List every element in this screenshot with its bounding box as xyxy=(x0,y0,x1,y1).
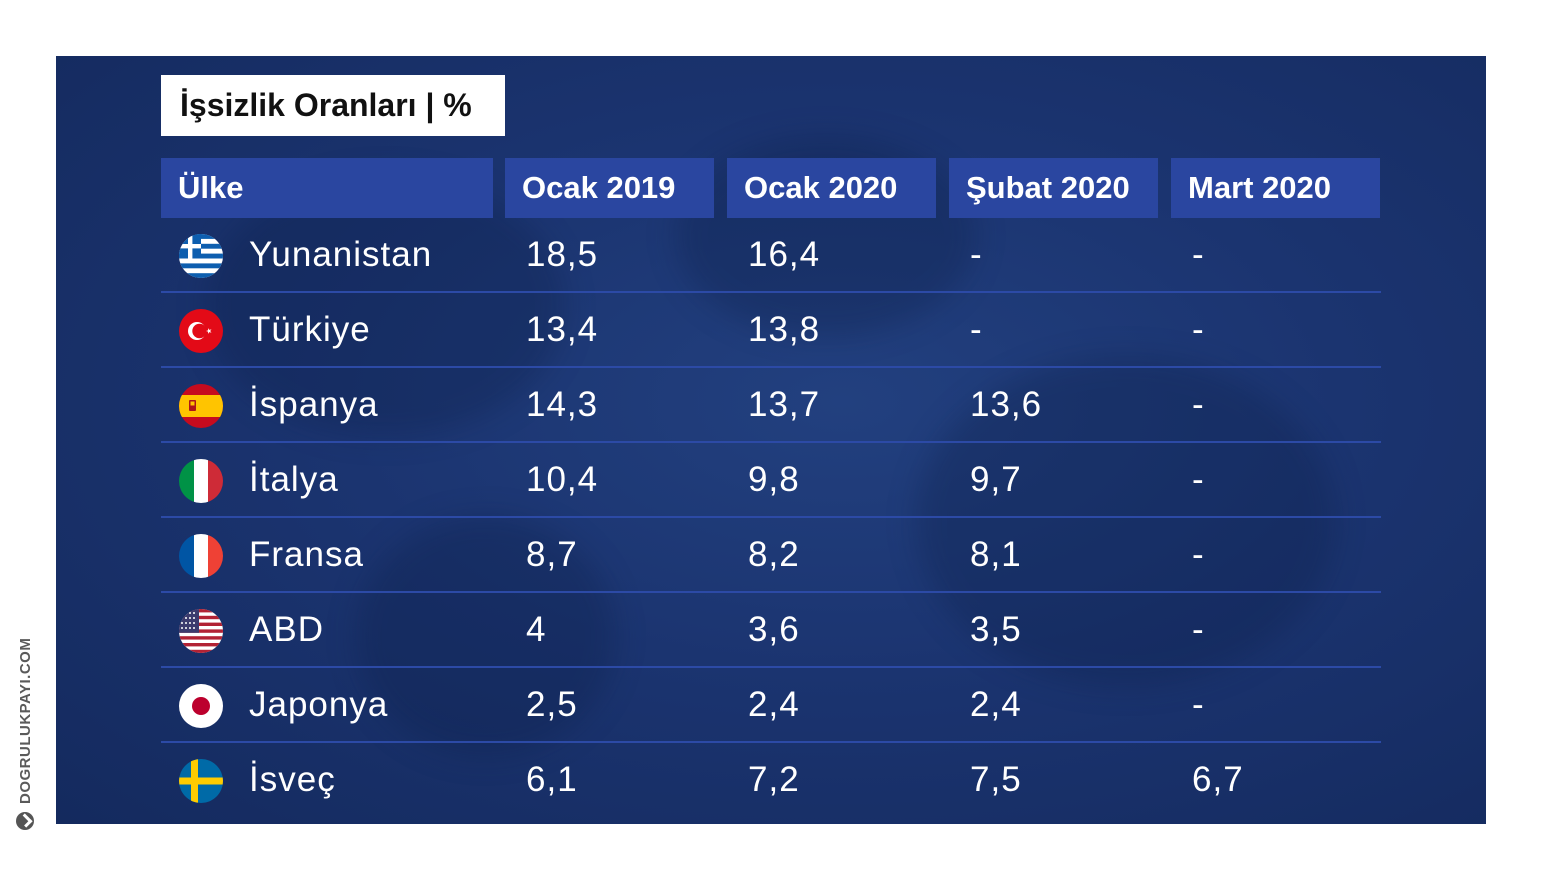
value-cell: 2,4 xyxy=(748,684,800,724)
value-cell: 4 xyxy=(526,609,547,649)
value-cell: - xyxy=(1192,534,1205,574)
column-header-subat-2020: Şubat 2020 xyxy=(949,158,1158,218)
row-divider xyxy=(161,591,1381,593)
value-cell: 8,1 xyxy=(970,534,1022,574)
source-credit: DOGRULUKPAYI.COM xyxy=(16,638,34,830)
value-cell: 6,1 xyxy=(526,759,578,799)
value-cell: 13,7 xyxy=(748,384,821,424)
world-map-background xyxy=(356,516,616,756)
value-cell: - xyxy=(970,234,983,274)
row-divider xyxy=(161,441,1381,443)
column-header-label: Ocak 2020 xyxy=(744,170,898,205)
world-map-background xyxy=(916,356,1336,686)
value-cell: - xyxy=(1192,609,1205,649)
table-panel: İşsizlik Oranları | % Ülke Ocak 2019 Oca… xyxy=(56,56,1486,824)
table-row: Türkiye 13,4 13,8 - - xyxy=(161,293,1381,368)
country-name: Türkiye xyxy=(249,309,371,349)
value-cell: 13,4 xyxy=(526,309,599,349)
table-row: İsveç 6,1 7,2 7,5 6,7 xyxy=(161,743,1381,818)
row-divider xyxy=(161,291,1381,293)
value-cell: 9,8 xyxy=(748,459,800,499)
value-cell: - xyxy=(1192,684,1205,724)
row-divider xyxy=(161,516,1381,518)
country-name: Japonya xyxy=(249,684,389,724)
checkmark-logo-icon xyxy=(16,812,34,830)
sweden-flag-icon xyxy=(179,759,223,803)
value-cell: 3,5 xyxy=(970,609,1022,649)
value-cell: - xyxy=(1192,309,1205,349)
source-credit-text: DOGRULUKPAYI.COM xyxy=(16,637,34,804)
world-map-background xyxy=(206,176,566,436)
value-cell: 13,8 xyxy=(748,309,821,349)
table-row: Fransa 8,7 8,2 8,1 - xyxy=(161,518,1381,593)
country-name: Fransa xyxy=(249,534,364,574)
chart-title-text: İşsizlik Oranları | % xyxy=(180,87,472,123)
value-cell: - xyxy=(970,309,983,349)
value-cell: 7,2 xyxy=(748,759,800,799)
value-cell: 2,5 xyxy=(526,684,578,724)
value-cell: 7,5 xyxy=(970,759,1022,799)
column-header-label: Mart 2020 xyxy=(1188,170,1332,205)
value-cell: - xyxy=(1192,459,1205,499)
column-header-label: Ülke xyxy=(178,170,244,205)
country-name: ABD xyxy=(249,609,324,649)
value-cell: 18,5 xyxy=(526,234,599,274)
value-cell: 16,4 xyxy=(748,234,821,274)
column-header-country: Ülke xyxy=(161,158,493,218)
table-row: İspanya 14,3 13,7 13,6 - xyxy=(161,368,1381,443)
row-divider xyxy=(161,666,1381,668)
value-cell: 8,7 xyxy=(526,534,578,574)
country-name: İsveç xyxy=(249,759,336,799)
value-cell: 14,3 xyxy=(526,384,599,424)
france-flag-icon xyxy=(179,534,223,578)
column-header-mart-2020: Mart 2020 xyxy=(1171,158,1380,218)
column-header-label: Ocak 2019 xyxy=(522,170,676,205)
turkey-flag-icon xyxy=(179,309,223,353)
value-cell: - xyxy=(1192,384,1205,424)
column-header-label: Şubat 2020 xyxy=(966,170,1130,205)
chart-title: İşsizlik Oranları | % xyxy=(161,75,505,136)
country-name: İspanya xyxy=(249,384,379,424)
value-cell: 9,7 xyxy=(970,459,1022,499)
value-cell: 10,4 xyxy=(526,459,599,499)
table-row: İtalya 10,4 9,8 9,7 - xyxy=(161,443,1381,518)
value-cell: - xyxy=(1192,234,1205,274)
value-cell: 8,2 xyxy=(748,534,800,574)
greece-flag-icon xyxy=(179,234,223,278)
country-name: Yunanistan xyxy=(249,234,433,274)
row-divider xyxy=(161,741,1381,743)
italy-flag-icon xyxy=(179,459,223,503)
japan-flag-icon xyxy=(179,684,223,728)
table-row: ABD 4 3,6 3,5 - xyxy=(161,593,1381,668)
spain-flag-icon xyxy=(179,384,223,428)
usa-flag-icon xyxy=(179,609,223,653)
country-name: İtalya xyxy=(249,459,339,499)
row-divider xyxy=(161,366,1381,368)
value-cell: 6,7 xyxy=(1192,759,1244,799)
column-header-ocak-2020: Ocak 2020 xyxy=(727,158,936,218)
value-cell: 3,6 xyxy=(748,609,800,649)
column-header-ocak-2019: Ocak 2019 xyxy=(505,158,714,218)
value-cell: 13,6 xyxy=(970,384,1043,424)
value-cell: 2,4 xyxy=(970,684,1022,724)
table-row: Yunanistan 18,5 16,4 - - xyxy=(161,218,1381,293)
table-row: Japonya 2,5 2,4 2,4 - xyxy=(161,668,1381,743)
